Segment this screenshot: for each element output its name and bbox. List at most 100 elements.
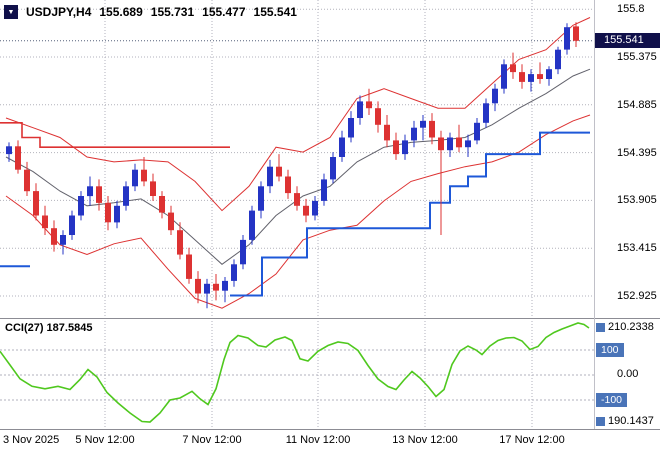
- candle-body: [159, 196, 165, 213]
- candle-body: [285, 176, 291, 194]
- open-price-label: 155.689: [99, 5, 143, 19]
- candle-body: [69, 215, 75, 235]
- cci-level-badge: 100: [596, 343, 624, 357]
- candle-body: [222, 280, 228, 291]
- candle-body: [186, 254, 192, 279]
- candle-body: [96, 186, 102, 203]
- candle-body: [555, 49, 561, 70]
- candle-body: [42, 215, 48, 229]
- candle-body: [123, 186, 129, 206]
- candle-body: [276, 166, 282, 177]
- cci-scale-marker: [596, 416, 605, 426]
- time-axis-label: 13 Nov 12:00: [392, 434, 458, 446]
- candle-body: [537, 74, 543, 79]
- candle-body: [564, 27, 570, 50]
- time-axis-label: 7 Nov 12:00: [182, 434, 242, 446]
- time-axis-label: 11 Nov 12:00: [285, 434, 351, 446]
- price-axis-label: 152.925: [617, 290, 657, 302]
- cci-axis-label: 0.00: [617, 368, 639, 380]
- candle-body: [330, 157, 336, 180]
- candle-body: [393, 140, 399, 155]
- candle-body: [204, 283, 210, 294]
- price-axis-label: 154.885: [617, 99, 657, 111]
- trailing-stop-lower-line: [230, 131, 590, 297]
- candle-body: [312, 200, 318, 216]
- candle-body: [60, 235, 66, 245]
- candle-body: [33, 191, 39, 216]
- price-axis-label: 153.415: [617, 242, 657, 254]
- candle-body: [456, 137, 462, 148]
- current-price-badge: 155.541: [595, 33, 660, 48]
- price-axis-label: 155.375: [617, 51, 657, 63]
- candle-body: [132, 169, 138, 187]
- candle-body: [438, 137, 444, 151]
- cci-scale-label: 210.2338: [608, 321, 654, 333]
- candle-body: [483, 103, 489, 123]
- candle-body: [411, 127, 417, 141]
- candle-body: [87, 186, 93, 197]
- candle-body: [150, 181, 156, 196]
- symbol-period-label: USDJPY,H4: [26, 5, 92, 19]
- candle-body: [177, 230, 183, 255]
- cci-scale-label: 190.1437: [608, 415, 654, 427]
- candle-body: [573, 26, 579, 41]
- symbol-dropdown-button[interactable]: ▼: [4, 5, 18, 19]
- candle-body: [51, 228, 57, 245]
- candle-body: [141, 169, 147, 182]
- candle-body: [15, 146, 21, 170]
- band-middle-line: [5, 68, 591, 265]
- candle-body: [357, 101, 363, 118]
- candle-body: [24, 169, 30, 192]
- triangle-down-icon: ▼: [7, 8, 15, 16]
- candle-body: [78, 196, 84, 216]
- cci-indicator-label: CCI(27) 187.5845: [5, 322, 93, 334]
- candle-body: [294, 193, 300, 206]
- candle-body: [492, 88, 498, 104]
- candle-body: [321, 179, 327, 201]
- price-axis-label: 154.395: [617, 147, 657, 159]
- candle-body: [519, 72, 525, 82]
- candle-body: [240, 239, 246, 265]
- chart-ohlc-header: ▼ USDJPY,H4 155.689 155.731 155.477 155.…: [4, 5, 297, 19]
- close-price-label: 155.541: [253, 5, 297, 19]
- candle-body: [303, 205, 309, 216]
- trailing-stop-upper-line: [0, 122, 230, 148]
- cci-line: [0, 322, 590, 423]
- time-axis-label: 5 Nov 12:00: [75, 434, 135, 446]
- candle-body: [501, 64, 507, 89]
- candle-body: [429, 120, 435, 138]
- candle-body: [510, 64, 516, 73]
- candle-body: [267, 166, 273, 187]
- candle-body: [366, 101, 372, 109]
- candle-body: [195, 278, 201, 294]
- candle-body: [420, 120, 426, 128]
- candle-body: [168, 212, 174, 231]
- cci-scale-entry: 190.1437: [596, 414, 654, 428]
- band-lower-line: [5, 114, 591, 309]
- cci-scale-entry: 210.2338: [596, 320, 654, 334]
- price-axis-label: 153.905: [617, 194, 657, 206]
- candle-body: [528, 74, 534, 82]
- candle-body: [339, 137, 345, 157]
- candle-body: [375, 108, 381, 125]
- candle-body: [474, 122, 480, 141]
- candle-body: [105, 202, 111, 223]
- candle-body: [402, 140, 408, 155]
- time-axis-label: 3 Nov 2025: [3, 434, 60, 446]
- time-axis-label: 17 Nov 12:00: [499, 434, 565, 446]
- band-upper-line: [5, 17, 591, 212]
- cci-level-badge: -100: [596, 393, 628, 407]
- price-axis-label: 155.8: [617, 3, 645, 15]
- candle-body: [6, 146, 12, 155]
- high-price-label: 155.731: [150, 5, 195, 19]
- low-price-label: 155.477: [202, 5, 246, 19]
- candle-body: [213, 283, 219, 291]
- candle-body: [231, 264, 237, 281]
- candle-body: [546, 69, 552, 79]
- candle-body: [465, 140, 471, 148]
- candle-body: [447, 137, 453, 151]
- candle-body: [114, 205, 120, 223]
- candle-body: [258, 186, 264, 211]
